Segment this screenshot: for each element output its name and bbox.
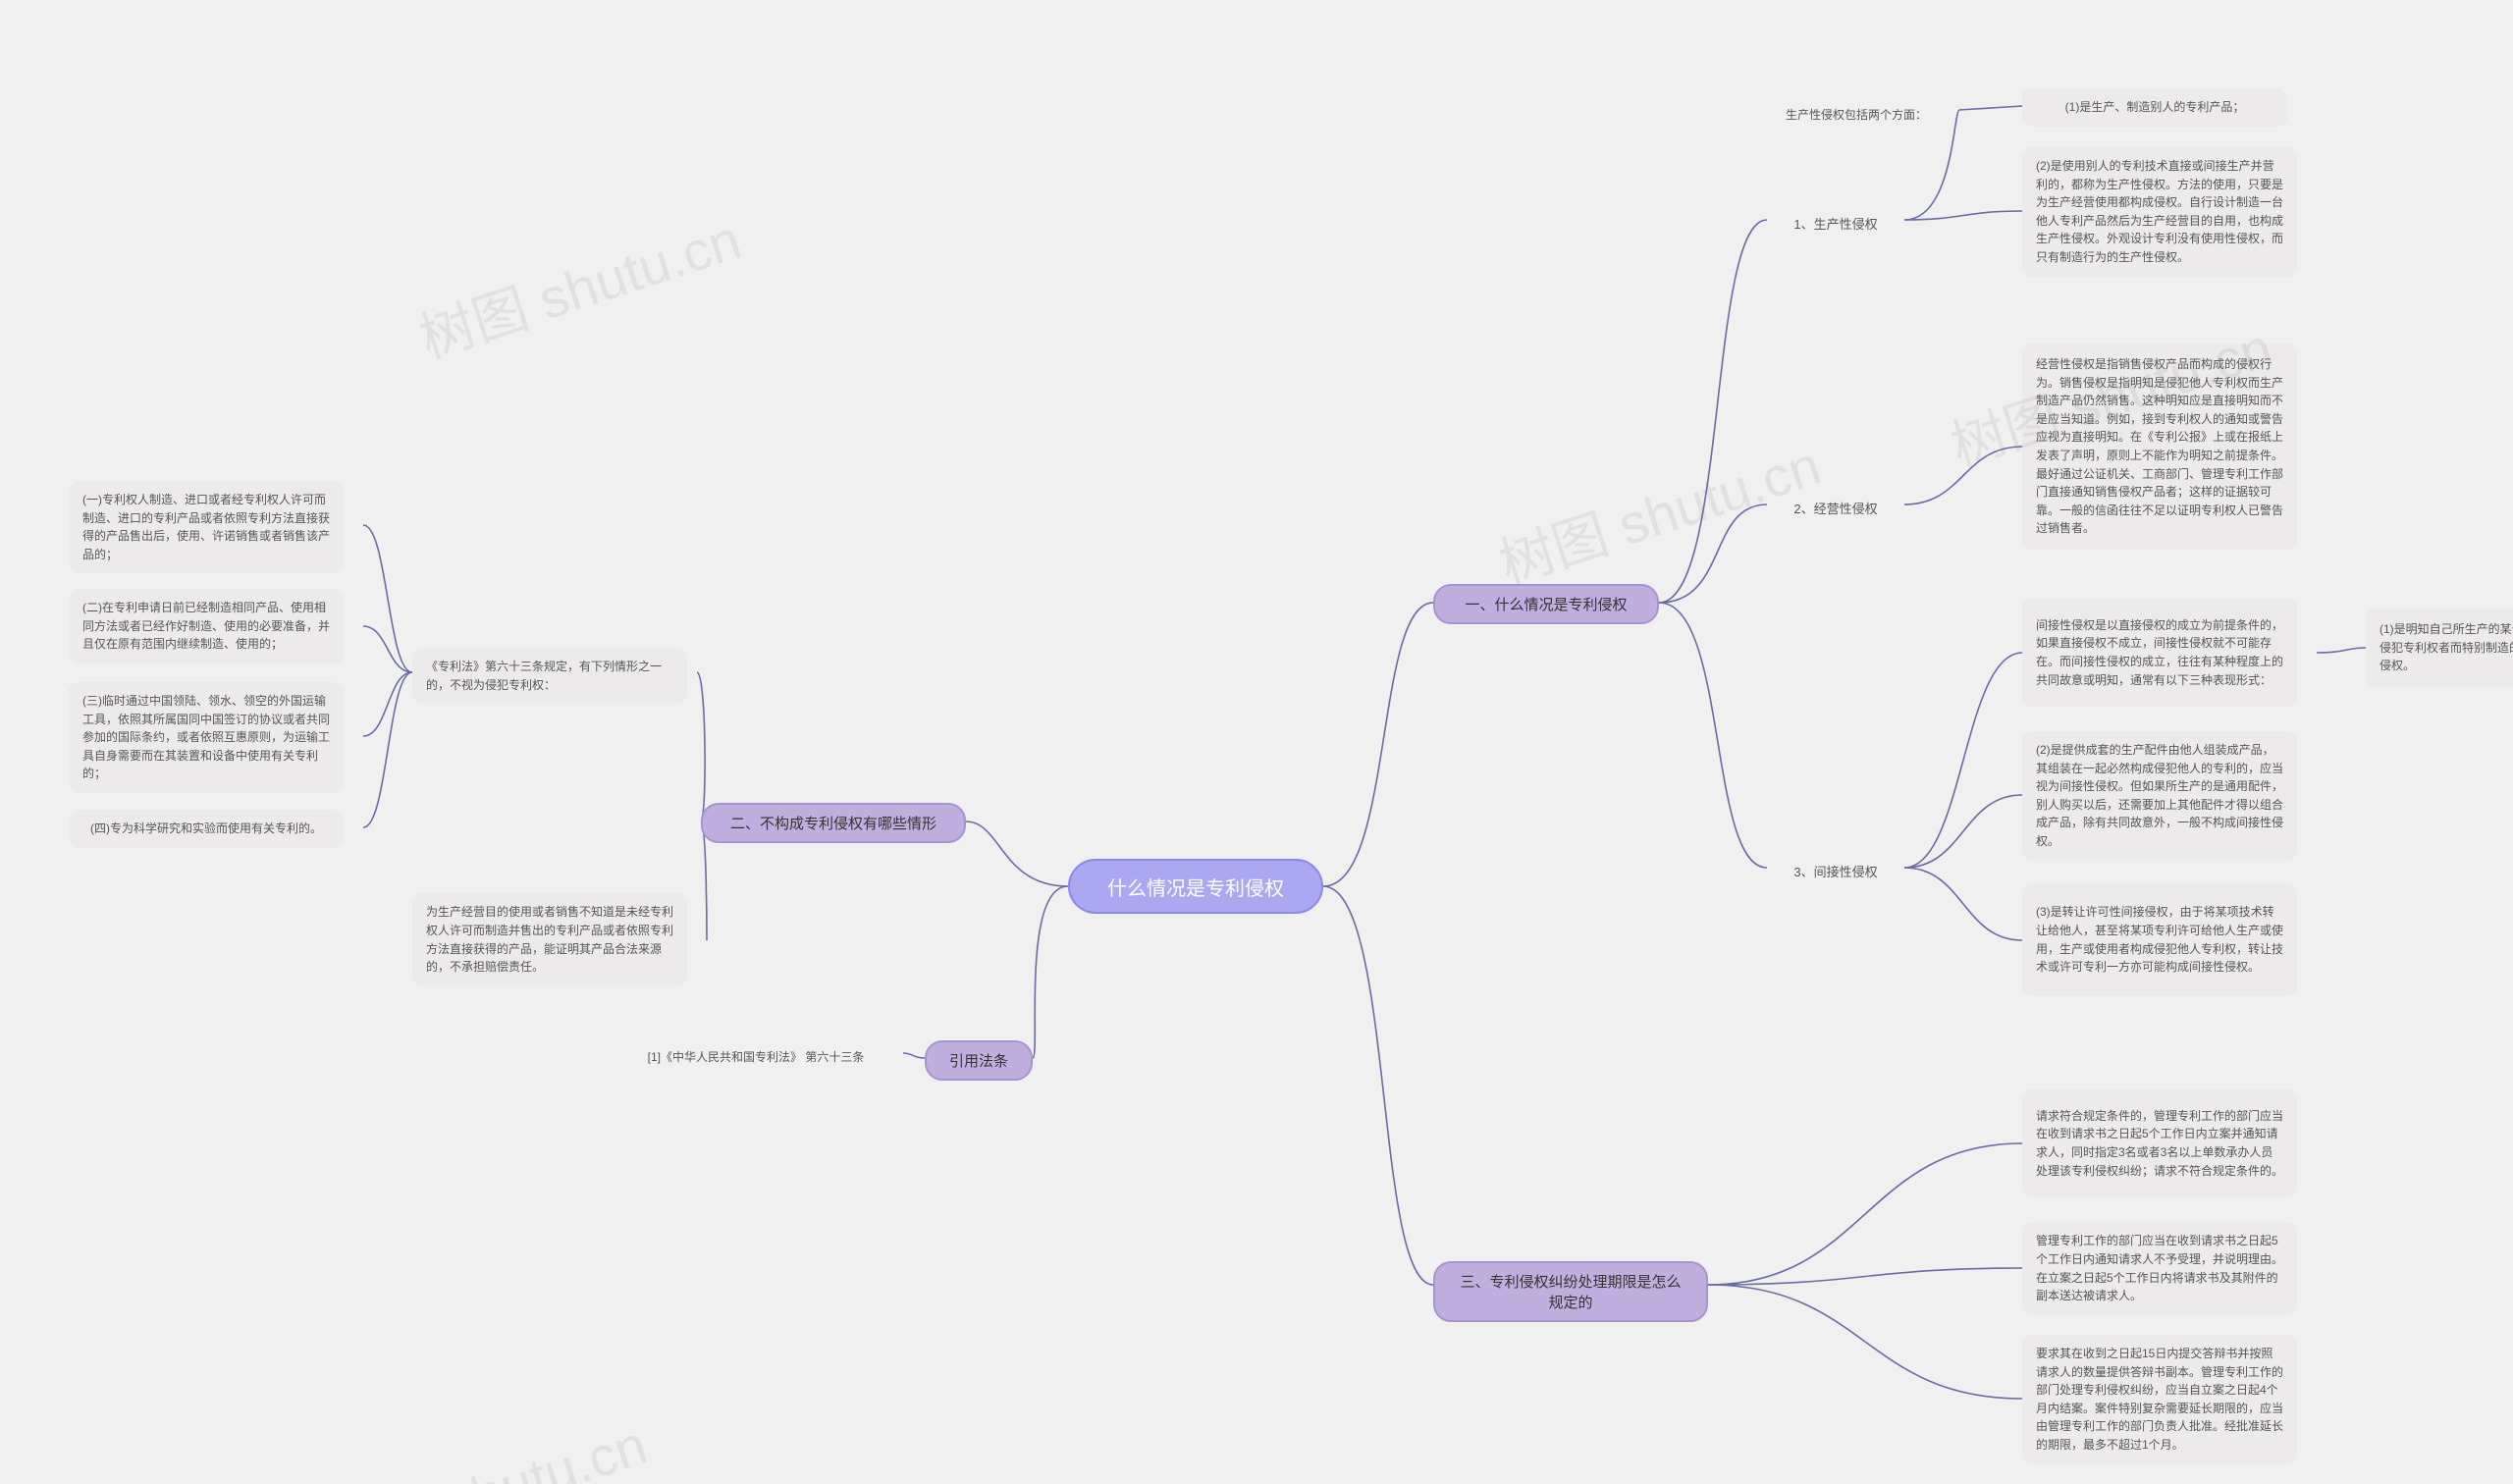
leaf-b2s1l1: (一)专利权人制造、进口或者经专利权人许可而制造、进口的专利产品或者依照专利方法… [69, 481, 344, 573]
subnode-b2s2: 为生产经营目的使用或者销售不知道是未经专利权人许可而制造并售出的专利产品或者依照… [412, 893, 687, 986]
watermark: 树图 shutu.cn [408, 196, 750, 375]
branch-b3[interactable]: 三、专利侵权纠纷处理期限是怎么规定的 [1433, 1261, 1708, 1322]
leaf-b3l1: 请求符合规定条件的，管理专利工作的部门应当在收到请求书之日起5个工作日内立案并通… [2022, 1089, 2297, 1197]
leaf-b2s1l3: (三)临时通过中国领陆、领水、领空的外国运输工具，依照其所属国同中国签订的协议或… [69, 682, 344, 793]
leaf-b1s1l2: (2)是使用别人的专利技术直接或间接生产并营利的，都称为生产性侵权。方法的使用，… [2022, 147, 2297, 277]
leaf-b4l1: [1]《中华人民共和国专利法》 第六十三条 [609, 1040, 903, 1073]
leaf-b1s1l1: (1)是生产、制造别人的专利产品； [2022, 88, 2287, 127]
leaf-b3l2: 管理专利工作的部门应当在收到请求书之日起5个工作日内通知请求人不予受理，并说明理… [2022, 1222, 2297, 1315]
mindmap-canvas: 什么情况是专利侵权 一、什么情况是专利侵权 1、生产性侵权 生产性侵权包括两个方面：… [0, 0, 2513, 1484]
leaf-b1s3l2: (2)是提供成套的生产配件由他人组装成产品，其组装在一起必然构成侵犯他人的专利的… [2022, 731, 2297, 861]
leaf-b1s1l0: 生产性侵权包括两个方面： [1753, 98, 1959, 131]
leaf-b1s3l1: (1)是明知自己所生产的某个主要零件是为某个侵犯专利权者而特别制造的，就有可能构… [2366, 609, 2513, 687]
leaf-b1s2l1: 经营性侵权是指销售侵权产品而构成的侵权行为。销售侵权是指明知是侵犯他人专利权而生… [2022, 344, 2297, 550]
subnode-b1s3[interactable]: 3、间接性侵权 [1767, 854, 1904, 888]
branch-b1[interactable]: 一、什么情况是专利侵权 [1433, 584, 1659, 624]
branch-b4[interactable]: 引用法条 [925, 1040, 1033, 1081]
leaf-b3l3: 要求其在收到之日起15日内提交答辩书并按照请求人的数量提供答辩书副本。管理专利工… [2022, 1335, 2297, 1464]
branch-b2[interactable]: 二、不构成专利侵权有哪些情形 [701, 803, 966, 843]
watermark: shutu.cn [437, 1412, 654, 1484]
root-node[interactable]: 什么情况是专利侵权 [1068, 859, 1323, 914]
subnode-b1s2[interactable]: 2、经营性侵权 [1767, 491, 1904, 525]
leaf-b2s1l4: (四)专为科学研究和实验而使用有关专利的。 [69, 810, 344, 848]
subnode-b2s1: 《专利法》第六十三条规定，有下列情形之一的，不视为侵犯专利权： [412, 648, 687, 704]
leaf-b2s1l2: (二)在专利申请日前已经制造相同产品、使用相同方法或者已经作好制造、使用的必要准… [69, 589, 344, 663]
subnode-b1s1[interactable]: 1、生产性侵权 [1767, 206, 1904, 240]
leaf-b1s3l3: (3)是转让许可性间接侵权，由于将某项技术转让给他人，甚至将某项专利许可给他人生… [2022, 883, 2297, 996]
leaf-b1s3l0: 间接性侵权是以直接侵权的成立为前提条件的，如果直接侵权不成立，间接性侵权就不可能… [2022, 599, 2297, 707]
